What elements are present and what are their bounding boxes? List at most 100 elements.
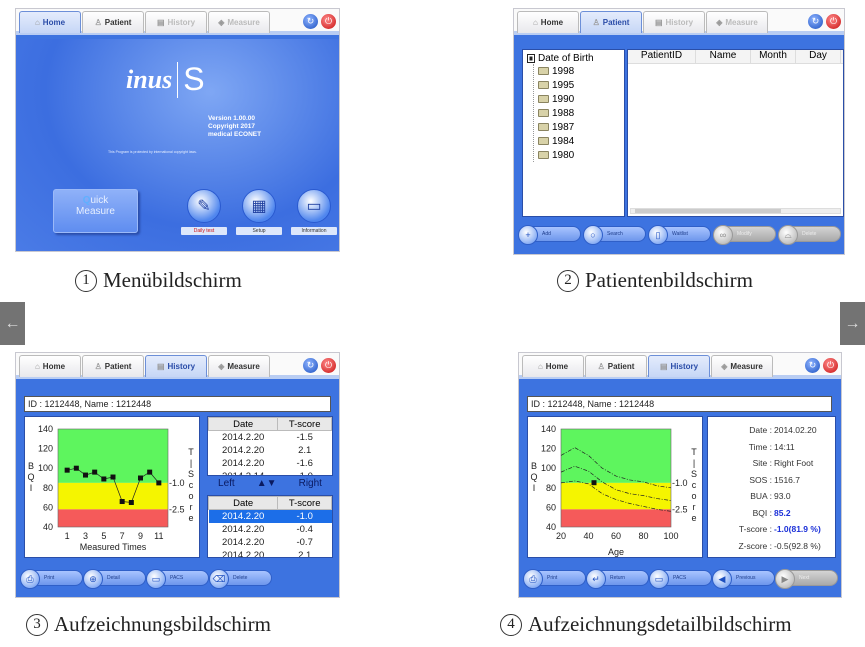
refresh-icon[interactable]: ↻	[805, 358, 820, 373]
next-button[interactable]: ▶ Next	[775, 569, 838, 589]
year-folder[interactable]: 1980	[534, 148, 620, 162]
quick-measure-button[interactable]: Quick Measure	[53, 189, 138, 233]
search-button[interactable]: ○ Search	[583, 225, 646, 245]
refresh-icon[interactable]: ↻	[808, 14, 823, 29]
previous-button[interactable]: ◀ Previous	[712, 569, 775, 589]
tab-label: Measure	[725, 18, 758, 27]
table-row[interactable]: 2014.2.20 -1.0	[208, 509, 332, 523]
print-button[interactable]: ⎙ Print	[523, 569, 586, 589]
tab-history[interactable]: ▤ History	[145, 11, 207, 33]
data-point	[101, 476, 107, 482]
up-down-arrows[interactable]: ▲▼	[256, 478, 277, 489]
column-header-name[interactable]: Name	[696, 50, 751, 63]
copyright-notice: This Program is protected by internation…	[108, 150, 197, 154]
year-label: 1995	[552, 79, 575, 91]
table-cell: 2.1	[298, 444, 312, 456]
left-button[interactable]: Left	[218, 478, 235, 489]
year-folder[interactable]: 1995	[534, 78, 620, 92]
column-header[interactable]: T-score	[277, 417, 332, 431]
tab-label: Patient	[104, 18, 132, 27]
pacs-button[interactable]: ▭ PACS	[146, 569, 209, 589]
year-folder[interactable]: 1988	[534, 106, 620, 120]
y2-axis-label-char: e	[691, 513, 696, 523]
tab-history[interactable]: ▤ History	[643, 11, 705, 33]
tab-bar: ⌂ Home ♙ Patient ▤ History ◈ Measure ↻ ⏻	[514, 9, 844, 35]
column-header-patientid[interactable]: PatientID	[628, 50, 696, 63]
y2-axis-label-char: o	[188, 491, 193, 501]
horizontal-scrollbar[interactable]	[630, 208, 841, 214]
info-label: T-score :	[738, 524, 772, 534]
daily-test-button[interactable]: ✎ Daily test	[181, 189, 227, 235]
table-row[interactable]: 2014.2.20 -1.5	[209, 431, 332, 444]
tab-home[interactable]: ⌂ Home	[19, 11, 81, 33]
power-icon[interactable]: ⏻	[321, 14, 336, 29]
tab-patient[interactable]: ♙ Patient	[580, 11, 642, 33]
return-button[interactable]: ↵ Return	[586, 569, 649, 589]
zone-band	[561, 509, 671, 527]
column-header-day[interactable]: Day	[796, 50, 841, 63]
setup-button[interactable]: ▦ Setup	[236, 189, 282, 235]
power-icon[interactable]: ⏻	[826, 14, 841, 29]
year-folder[interactable]: 1987	[534, 120, 620, 134]
tab-measure[interactable]: ◈ Measure	[706, 11, 768, 33]
tscore-mark-label: -2.5	[169, 504, 185, 514]
patient-icon: ♙	[94, 362, 102, 371]
tab-home[interactable]: ⌂ Home	[19, 355, 81, 377]
x-tick-label: 1	[65, 531, 70, 541]
tab-home[interactable]: ⌂ Home	[517, 11, 579, 33]
measurement-info: Date :2014.02.20 Time :14:11 Site : Right F…	[707, 416, 836, 558]
power-icon[interactable]: ⏻	[321, 358, 336, 373]
column-header[interactable]: Date	[208, 496, 279, 510]
column-header-month[interactable]: Month	[751, 50, 796, 63]
delete-button[interactable]: ⌓ Delete	[778, 225, 841, 245]
table-row[interactable]: 2014.2.20 -0.4	[209, 523, 332, 536]
previous-page-button[interactable]: ←	[0, 302, 25, 345]
y-tick-label: 100	[541, 463, 556, 473]
tab-patient[interactable]: ♙ Patient	[82, 355, 144, 377]
tab-home[interactable]: ⌂ Home	[522, 355, 584, 377]
tab-history[interactable]: ▤ History	[648, 355, 710, 377]
refresh-icon[interactable]: ↻	[303, 14, 318, 29]
year-folder[interactable]: 1998	[534, 64, 620, 78]
column-header[interactable]: T-score	[277, 496, 332, 510]
data-point	[73, 465, 79, 471]
button-label: Detail	[107, 575, 120, 581]
year-label: 1984	[552, 135, 575, 147]
table-row[interactable]: 2014.2.20 -0.7	[209, 536, 332, 549]
waitlist-button[interactable]: ▯ Waitlist	[648, 225, 711, 245]
y-tick-label: 120	[541, 444, 556, 454]
refresh-icon[interactable]: ↻	[303, 358, 318, 373]
x-tick-label: 60	[611, 531, 621, 541]
tab-history[interactable]: ▤ History	[145, 355, 207, 377]
pacs-button[interactable]: ▭ PACS	[649, 569, 712, 589]
delete-button[interactable]: ⌫ Delete	[209, 569, 272, 589]
year-label: 1990	[552, 93, 575, 105]
tab-label: Home	[540, 18, 564, 27]
right-button[interactable]: Right	[298, 478, 322, 489]
table-row[interactable]: 2014.2.14 -1.0	[209, 470, 332, 476]
modify-button[interactable]: ∞ Modify	[713, 225, 776, 245]
caption-4: 4 Aufzeichnungsdetailbildschirm	[500, 612, 792, 637]
print-button[interactable]: ⎙ Print	[20, 569, 83, 589]
button-label: Previous	[736, 575, 756, 581]
tab-patient[interactable]: ♙ Patient	[82, 11, 144, 33]
table-row[interactable]: 2014.2.20 -1.6	[209, 457, 332, 470]
detail-button[interactable]: ⊕ Detail	[83, 569, 146, 589]
add-button[interactable]: + Add	[518, 225, 581, 245]
information-button[interactable]: ▭ Information	[291, 189, 337, 235]
tab-measure[interactable]: ◈ Measure	[208, 11, 270, 33]
tab-measure[interactable]: ◈ Measure	[711, 355, 773, 377]
tscore-mark-label: -1.0	[672, 478, 688, 488]
information-icon: ▭	[297, 189, 331, 223]
power-icon[interactable]: ⏻	[823, 358, 838, 373]
tab-patient[interactable]: ♙ Patient	[585, 355, 647, 377]
next-page-button[interactable]: →	[840, 302, 865, 345]
tree-root[interactable]: Date of Birth	[527, 53, 620, 64]
year-folder[interactable]: 1990	[534, 92, 620, 106]
table-row[interactable]: 2014.2.20 2.1	[209, 549, 332, 558]
column-header[interactable]: Date	[208, 417, 279, 431]
tab-measure[interactable]: ◈ Measure	[208, 355, 270, 377]
year-folder[interactable]: 1984	[534, 134, 620, 148]
table-row[interactable]: 2014.2.20 2.1	[209, 444, 332, 457]
button-label: Return	[610, 575, 626, 581]
